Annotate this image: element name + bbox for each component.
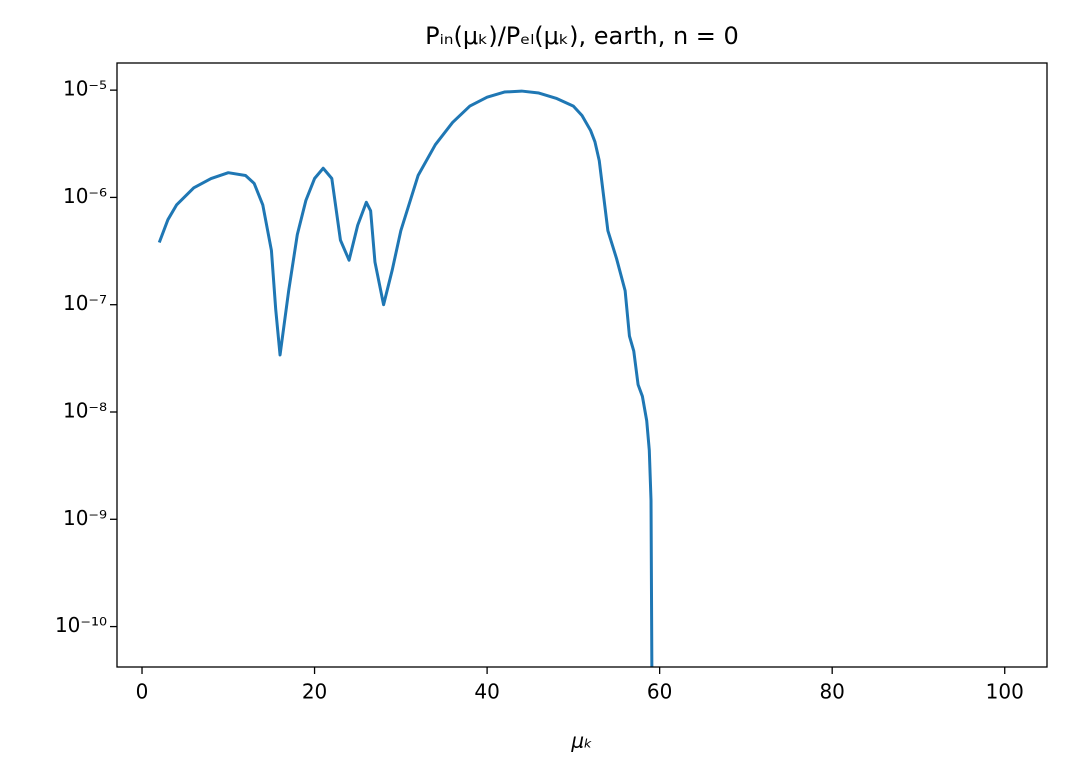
y-tick-label: 10⁻⁷ [63, 291, 107, 315]
plot-frame [116, 62, 1048, 668]
plot-area [117, 63, 1047, 667]
y-tick-label: 10⁻⁹ [63, 506, 107, 530]
y-tick-label: 10⁻¹⁰ [55, 613, 107, 637]
x-tick-label: 0 [136, 680, 149, 704]
y-tick-label: 10⁻⁸ [63, 398, 107, 422]
x-tick-label: 100 [986, 680, 1024, 704]
x-tick-label: 40 [474, 680, 499, 704]
y-tick-label: 10⁻⁵ [63, 77, 107, 101]
x-axis-label: μₖ [570, 729, 592, 753]
x-tick-label: 60 [647, 680, 672, 704]
data-line [157, 89, 654, 667]
x-tick-label: 80 [819, 680, 844, 704]
x-tick-label: 20 [302, 680, 327, 704]
chart-title: Pᵢₙ(μₖ)/Pₑₗ(μₖ), earth, n = 0 [425, 22, 739, 50]
y-tick-label: 10⁻⁶ [63, 184, 107, 208]
